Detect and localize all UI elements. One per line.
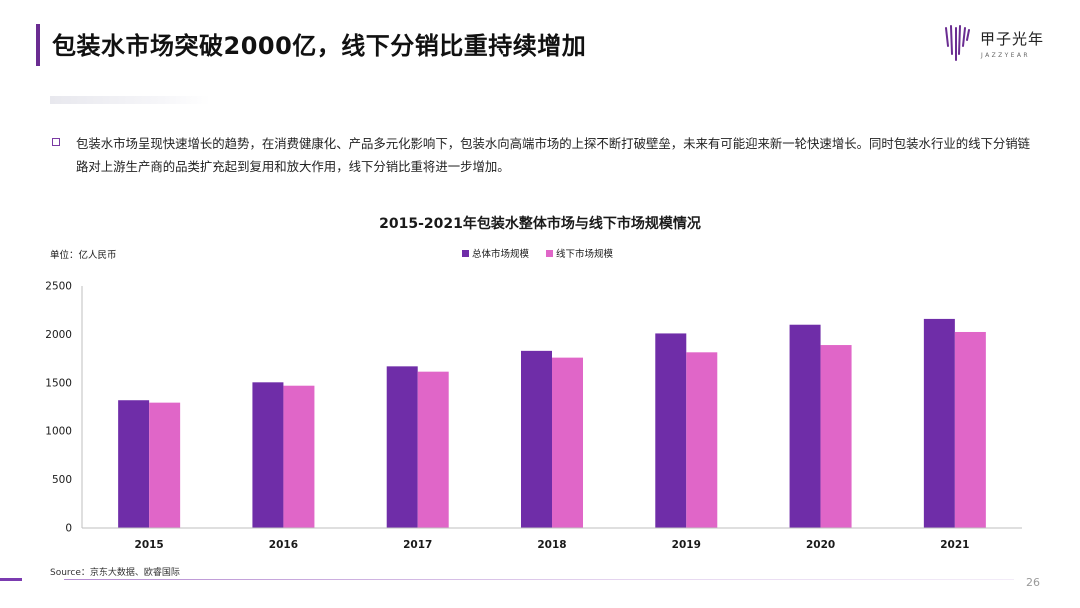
- bar-chart: 2015-2021年包装水整体市场与线下市场规模情况 单位：亿人民币 总体市场规…: [45, 215, 1022, 551]
- x-tick-label: 2020: [806, 539, 835, 551]
- y-tick-label: 0: [65, 523, 72, 535]
- bullet-square-icon: [52, 138, 60, 146]
- y-tick-label: 1000: [45, 426, 72, 438]
- page-number: 26: [1026, 576, 1040, 589]
- y-tick-label: 1500: [45, 377, 72, 389]
- bar-total-market: [118, 400, 150, 528]
- bar-offline-market: [820, 345, 852, 528]
- bar-series: [118, 318, 986, 528]
- x-tick-label: 2019: [672, 539, 701, 551]
- bar-total-market: [923, 318, 955, 528]
- chart-legend: 总体市场规模 线下市场规模: [462, 248, 614, 260]
- logo-subtitle: JAZZYEAR: [981, 52, 1030, 59]
- bar-offline-market: [552, 357, 583, 528]
- page-title: 包装水市场突破2000亿，线下分销比重持续增加: [52, 32, 587, 60]
- logo-icon: [945, 25, 970, 61]
- footer-accent: [0, 578, 22, 581]
- chart-title: 2015-2021年包装水整体市场与线下市场规模情况: [379, 215, 701, 232]
- bar-offline-market: [417, 371, 449, 528]
- footer-divider: [64, 579, 1014, 580]
- y-axis: 0 500 1000 1500 2000 2500: [45, 281, 83, 535]
- legend-label: 总体市场规模: [472, 248, 530, 260]
- x-tick-label: 2021: [940, 539, 969, 551]
- summary-paragraph: 包装水市场呈现快速增长的趋势，在消费健康化、产品多元化影响下，包装水向高端市场的…: [76, 136, 1031, 174]
- y-tick-label: 2000: [45, 329, 72, 341]
- source-note: Source：京东大数据、欧睿国际: [50, 568, 180, 578]
- x-tick-label: 2018: [537, 539, 566, 551]
- legend-swatch: [546, 250, 553, 257]
- title-accent-bar: [36, 24, 40, 66]
- logo-name: 甲子光年: [980, 30, 1045, 48]
- bar-offline-market: [954, 331, 986, 528]
- x-axis: 2015 2016 2017 2018 2019 2020 2021: [82, 527, 1022, 551]
- bar-total-market: [386, 366, 418, 528]
- bar-total-market: [521, 350, 552, 528]
- x-tick-label: 2017: [403, 539, 432, 551]
- brand-logo: 甲子光年 JAZZYEAR: [944, 22, 1044, 72]
- y-tick-label: 500: [52, 474, 72, 486]
- bar-offline-market: [283, 385, 315, 528]
- bar-total-market: [252, 382, 284, 528]
- y-tick-label: 2500: [45, 281, 72, 293]
- bar-total-market: [789, 324, 821, 528]
- bar-total-market: [655, 333, 687, 528]
- legend-swatch: [462, 250, 469, 257]
- bar-offline-market: [149, 402, 181, 528]
- legend-label: 线下市场规模: [556, 248, 614, 260]
- title-underline-decoration: [50, 96, 210, 104]
- x-tick-label: 2015: [135, 539, 164, 551]
- bar-offline-market: [686, 352, 718, 528]
- x-tick-label: 2016: [269, 539, 298, 551]
- chart-unit-label: 单位：亿人民币: [50, 249, 117, 261]
